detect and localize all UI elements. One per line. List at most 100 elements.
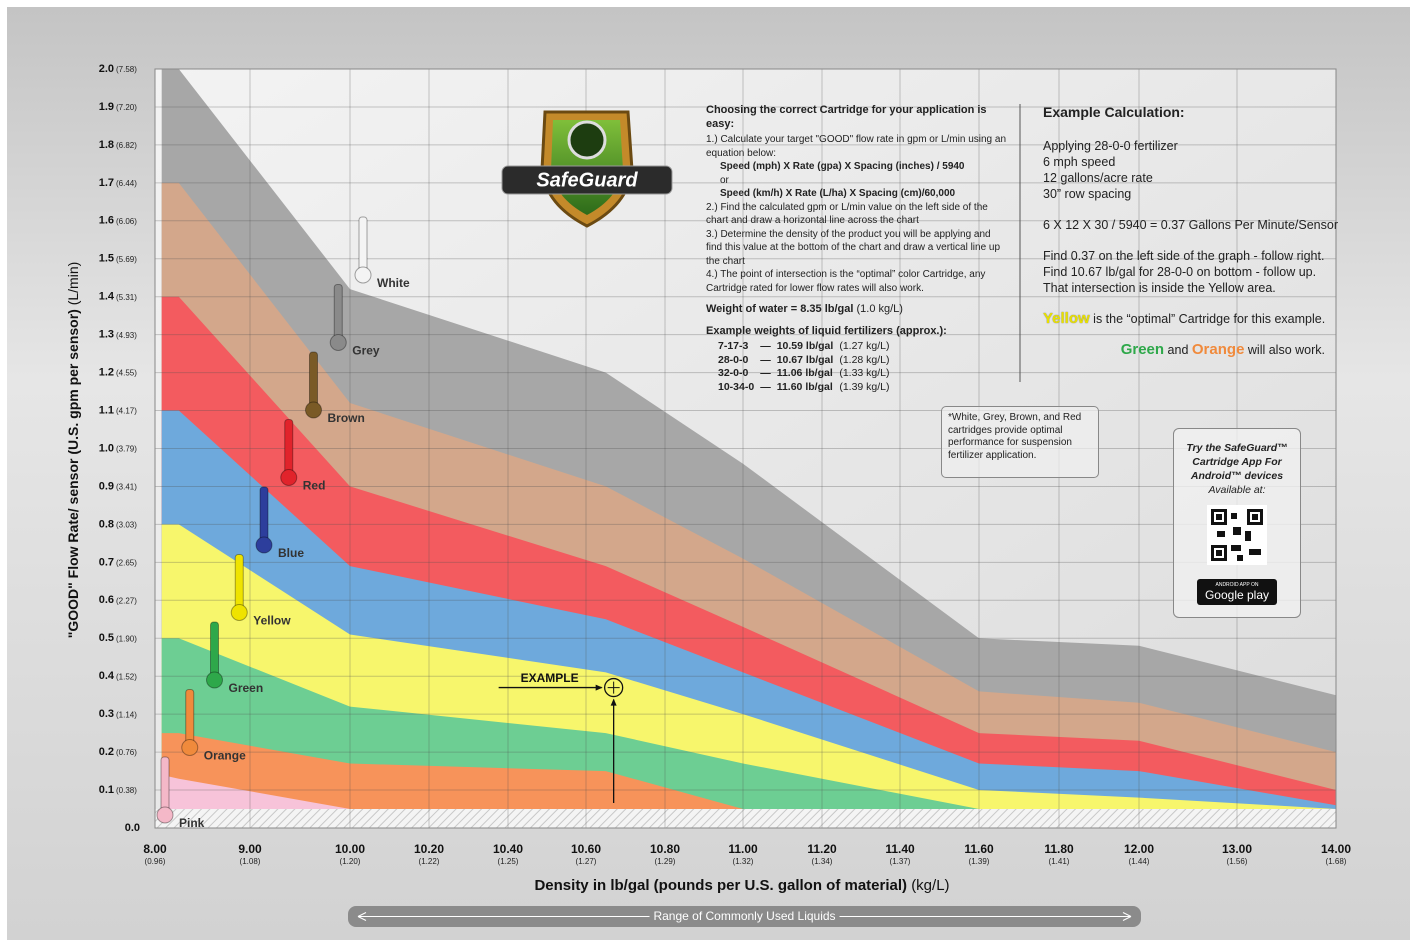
cartridge-stem [334, 285, 342, 343]
x-tick-sublabel: (1.29) [655, 857, 676, 866]
note-text: *White, Grey, Brown, and Red cartridges … [948, 412, 1081, 461]
cartridge-label: Pink [179, 816, 205, 830]
x-tick-sublabel: (1.34) [812, 857, 833, 866]
y-tick-label: 1.4 [99, 291, 115, 303]
calc-paragraph: 6 X 12 X 30 / 5940 = 0.37 Gallons Per Mi… [1043, 217, 1343, 233]
instructions: Choosing the correct Cartridge for your … [706, 104, 1006, 394]
x-tick-label: 12.00 [1124, 842, 1154, 856]
x-tick-sublabel: (0.96) [145, 857, 166, 866]
y-axis-title-main: "GOOD" Flow Rate/ sensor (U.S. gpm per s… [65, 309, 81, 638]
note-box: *White, Grey, Brown, and Red cartridges … [941, 406, 1099, 478]
y-tick-label: 1.2 [99, 367, 114, 379]
y-tick-sublabel: (0.38) [116, 786, 137, 795]
logo-emblem [569, 122, 605, 158]
y-tick-sublabel: (6.44) [116, 179, 137, 188]
calc-line: Find 10.67 lb/gal for 28-0-0 on bottom -… [1043, 264, 1343, 280]
x-axis-title-main: Density in lb/gal (pounds per U.S. gallo… [534, 877, 907, 894]
cartridge-stem [161, 757, 169, 815]
cartridge-bulb [330, 335, 346, 351]
example-calculation: Example Calculation: Applying 28-0-0 fer… [1043, 104, 1343, 373]
app-box: Try the SafeGuard™ Cartridge App For And… [1173, 428, 1301, 618]
x-axis-title: Density in lb/gal (pounds per U.S. gallo… [534, 877, 949, 894]
y-tick-label: 1.5 [99, 253, 114, 265]
y-tick-label: 0.4 [99, 670, 115, 682]
weights-cell: (1.27 kg/L) [839, 340, 895, 354]
cartridge-bulb [157, 807, 173, 823]
x-tick-label: 11.80 [1044, 842, 1074, 856]
x-tick-label: 11.60 [964, 842, 994, 856]
x-axis-title-unit: (kg/L) [911, 877, 949, 894]
cartridge-label: Green [229, 681, 264, 695]
also-orange: Orange [1192, 341, 1245, 358]
y-tick-sublabel: (3.41) [116, 483, 137, 492]
y-tick-label: 1.8 [99, 139, 114, 151]
y-tick-label: 2.0 [99, 63, 114, 75]
cartridge-stem [260, 487, 268, 545]
weights-row: 7-17-3—10.59 lb/gal(1.27 kg/L) [718, 340, 896, 354]
x-tick-label: 10.20 [414, 842, 444, 856]
or: or [706, 174, 1006, 188]
weights-cell: 28-0-0 [718, 354, 760, 368]
weights-cell: 10.59 lb/gal [777, 340, 840, 354]
calc-line: 6 X 12 X 30 / 5940 = 0.37 Gallons Per Mi… [1043, 217, 1343, 233]
y-tick-label: 1.0 [99, 442, 114, 454]
x-tick-label: 11.20 [807, 842, 837, 856]
y-tick-label: 0.0 [125, 822, 140, 834]
cartridge-bulb [182, 740, 198, 756]
calc-title: Example Calculation: [1043, 104, 1343, 120]
weights-table: 7-17-3—10.59 lb/gal(1.27 kg/L)28-0-0—10.… [718, 340, 896, 394]
x-tick-sublabel: (1.25) [498, 857, 519, 866]
google-play-badge[interactable]: ANDROID APP ON Google play [1197, 579, 1277, 605]
range-bar: Range of Commonly Used Liquids [348, 906, 1141, 927]
calc-also: Green and Orange will also work. [1043, 342, 1325, 358]
calc-line: Applying 28-0-0 fertilizer [1043, 138, 1343, 154]
y-tick-label: 0.2 [99, 746, 114, 758]
weights-cell: (1.28 kg/L) [839, 354, 895, 368]
y-tick-sublabel: (3.79) [116, 445, 137, 454]
weights-row: 32-0-0—11.06 lb/gal(1.33 kg/L) [718, 367, 896, 381]
y-tick-label: 1.7 [99, 177, 114, 189]
y-tick-sublabel: (5.31) [116, 293, 137, 302]
weights-cell: 11.06 lb/gal [777, 367, 840, 381]
cartridge-bulb [207, 672, 223, 688]
cartridge-stem [211, 622, 219, 680]
y-tick-label: 0.5 [99, 632, 114, 644]
calc-line: 30” row spacing [1043, 186, 1343, 202]
weights-cell: — [760, 381, 777, 395]
x-tick-sublabel: (1.41) [1049, 857, 1070, 866]
y-tick-label: 0.9 [99, 480, 114, 492]
also-green: Green [1121, 341, 1164, 358]
x-tick-label: 14.00 [1321, 842, 1351, 856]
weights-cell: — [760, 367, 777, 381]
x-tick-label: 9.00 [238, 842, 262, 856]
x-tick-label: 10.60 [571, 842, 601, 856]
y-axis-title-unit: (L/min) [65, 262, 81, 306]
y-tick-sublabel: (4.55) [116, 369, 137, 378]
x-tick-label: 8.00 [143, 842, 167, 856]
x-tick-sublabel: (1.08) [240, 857, 261, 866]
weights-body: 7-17-3—10.59 lb/gal(1.27 kg/L)28-0-0—10.… [718, 340, 896, 394]
logo-text: SafeGuard [536, 169, 638, 191]
also-and: and [1168, 343, 1189, 357]
weights-cell: (1.39 kg/L) [839, 381, 895, 395]
cartridge-bulb [355, 267, 371, 283]
x-tick-sublabel: (1.37) [890, 857, 911, 866]
cartridge-label: Orange [204, 749, 246, 763]
weights-cell: 11.60 lb/gal [777, 381, 840, 395]
weights-cell: 10.67 lb/gal [777, 354, 840, 368]
floor-hatch [155, 809, 1336, 828]
x-tick-sublabel: (1.68) [1326, 857, 1347, 866]
poster: SafeGuard WhiteGreyBrownRedBlueYellowGre… [0, 0, 1417, 947]
y-tick-sublabel: (2.65) [116, 558, 137, 567]
calc-line: 12 gallons/acre rate [1043, 170, 1343, 186]
x-tick-label: 13.00 [1222, 842, 1252, 856]
x-tick-sublabel: (1.32) [733, 857, 754, 866]
weights-cell: 7-17-3 [718, 340, 760, 354]
y-tick-sublabel: (1.14) [116, 710, 137, 719]
x-tick-sublabel: (1.56) [1227, 857, 1248, 866]
y-tick-label: 0.7 [99, 556, 114, 568]
step: 3.) Determine the density of the product… [706, 228, 1006, 269]
cartridge-stem [310, 352, 318, 410]
cartridge-bulb [306, 402, 322, 418]
step: 4.) The point of intersection is the “op… [706, 268, 1006, 295]
